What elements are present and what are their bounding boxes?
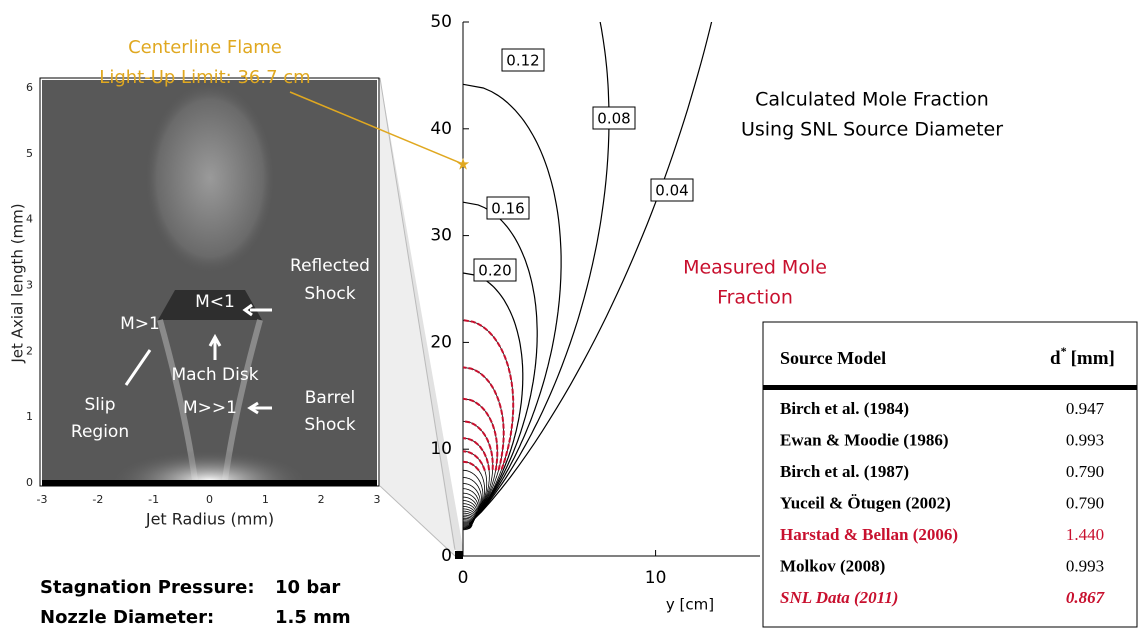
table-model: Ewan & Moodie (1986) [780, 430, 949, 449]
measured-label: Fraction [717, 287, 793, 309]
flame-marker: ★ [456, 155, 470, 174]
image-x-tick-label: 0 [206, 493, 213, 506]
image-x-tick-label: 3 [374, 493, 381, 506]
header-symbol: d [1050, 348, 1061, 369]
condition-label: Nozzle Diameter: [40, 607, 214, 628]
table: Source Model d* [mm] Birch et al. (1984) 0… [763, 322, 1137, 627]
contour-label: 0.08 [597, 110, 630, 128]
y-tick-label: 30 [430, 226, 452, 246]
image-y-tick-label: 1 [26, 410, 33, 423]
table-model: Birch et al. (1987) [780, 462, 909, 481]
measured-line [463, 451, 485, 470]
image-annotation: Mach Disk [171, 365, 258, 385]
figure: y [cm] Calculated Mole Fraction Using SN… [0, 0, 1143, 635]
table-header: d* [mm] [1050, 344, 1115, 370]
image-y-tick-label: 6 [26, 81, 33, 94]
origin-marker [455, 551, 463, 559]
plot-title: Calculated Mole Fraction [755, 89, 989, 111]
image-x-tick-label: 1 [262, 493, 269, 506]
plot-title: Using SNL Source Diameter [741, 119, 1003, 141]
image-annotation: Barrel [305, 388, 356, 408]
table-model: SNL Data (2011) [780, 588, 898, 607]
image-y-tick-label: 4 [26, 213, 33, 226]
header-superscript: * [1061, 344, 1067, 358]
table-model: Birch et al. (1984) [780, 399, 909, 418]
image-annotation: M<1 [195, 292, 235, 312]
image-x-tick-label: -3 [37, 493, 48, 506]
table-value: 0.790 [1066, 493, 1104, 512]
measured-label: Measured Mole [683, 257, 827, 279]
image-annotation: Slip [84, 395, 115, 415]
y-tick-label: 40 [430, 119, 452, 139]
x-axis-label: y [cm] [666, 596, 714, 614]
image-base [42, 480, 377, 486]
measured-line [463, 438, 489, 470]
image-annotation: Shock [304, 415, 355, 435]
condition-label: Stagnation Pressure: [40, 577, 255, 598]
image-y-label: Jet Axial length (mm) [9, 203, 27, 363]
contour-label: 0.20 [478, 262, 511, 280]
contour-label: 0.12 [506, 52, 539, 70]
table-value: 0.867 [1066, 588, 1106, 607]
table-value: 0.993 [1066, 430, 1104, 449]
y-tick-label: 50 [430, 12, 452, 32]
contour-label: 0.04 [655, 182, 688, 200]
y-tick-label: 0 [441, 546, 452, 566]
header-unit: [mm] [1071, 348, 1115, 369]
table-value: 0.993 [1066, 556, 1104, 575]
measured-line [463, 320, 513, 469]
image-annotation: M>>1 [183, 398, 237, 418]
image-annotation: Shock [304, 284, 355, 304]
image-annotation: Reflected [290, 256, 370, 276]
image-annotation: Region [71, 422, 129, 442]
image-x-tick-label: -2 [92, 493, 103, 506]
y-tick-label: 20 [430, 332, 452, 352]
table-value: 0.947 [1066, 399, 1105, 418]
condition-value: 1.5 mm [275, 607, 351, 628]
image-annotation: M>1 [120, 314, 160, 334]
image-x-label: Jet Radius (mm) [145, 510, 274, 529]
image-y-tick-label: 2 [26, 344, 33, 357]
image-y-tick-label: 0 [26, 476, 33, 489]
condition-value: 10 bar [275, 577, 340, 598]
contour-line [463, 202, 537, 523]
x-tick-label: 0 [458, 568, 469, 588]
flame-annotation: Centerline Flame [128, 37, 282, 58]
contour-line [463, 438, 489, 523]
contour-label: 0.16 [491, 200, 524, 218]
table-model: Molkov (2008) [780, 556, 885, 575]
y-tick-label: 10 [430, 439, 452, 459]
flame-annotation: Light-Up Limit: 36.7 cm [99, 67, 310, 88]
image-x-tick-label: 2 [318, 493, 325, 506]
table-value: 0.790 [1066, 462, 1104, 481]
measured-line [463, 462, 479, 471]
table-value: 1.440 [1066, 525, 1104, 544]
image-y-tick-label: 3 [26, 279, 33, 292]
image-x-tick-label: -1 [148, 493, 159, 506]
table-model: Yuceil & Ötugen (2002) [780, 493, 951, 512]
table-model: Harstad & Bellan (2006) [780, 525, 958, 544]
image-y-tick-label: 5 [26, 147, 33, 160]
table-rule [763, 385, 1137, 390]
table-header: Source Model [780, 348, 886, 368]
x-tick-label: 10 [645, 568, 667, 588]
